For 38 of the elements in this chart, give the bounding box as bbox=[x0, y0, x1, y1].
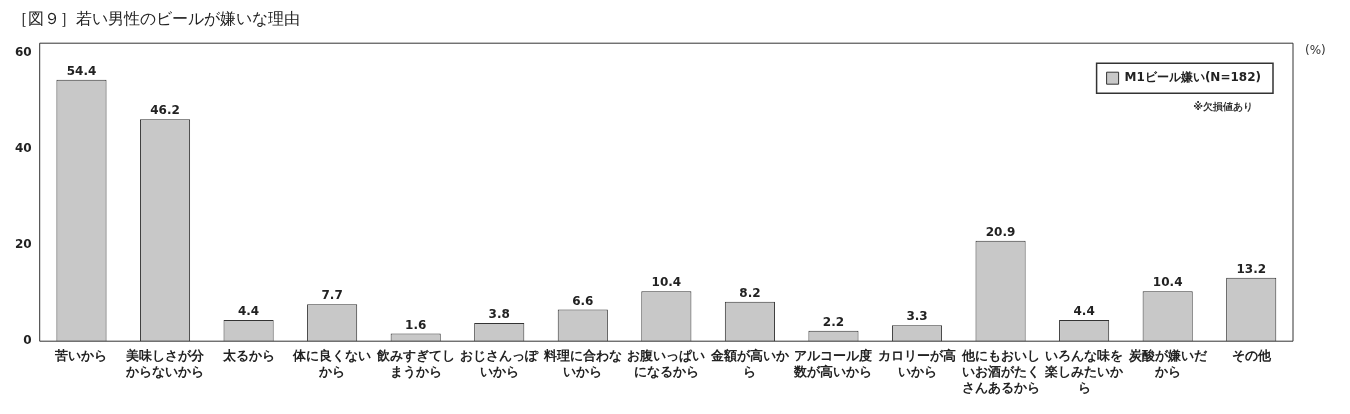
data-label: 54.4 bbox=[66, 63, 97, 78]
x-tick-label: 金額が高いから bbox=[709, 348, 790, 379]
x-tick-label: 太るから bbox=[221, 348, 275, 364]
x-tick-label: カロリーが高いから bbox=[878, 348, 957, 379]
y-tick-label: 40 bbox=[15, 141, 32, 156]
data-label: 4.4 bbox=[237, 304, 260, 319]
x-tick-label: 料理に合わないから bbox=[542, 348, 622, 379]
data-label: 7.7 bbox=[321, 288, 343, 303]
x-tick-label: 飲みすぎてしまうから bbox=[375, 348, 455, 379]
x-tick-label: いろんな味を楽しみたいから bbox=[1044, 348, 1125, 395]
y-tick-label: 0 bbox=[23, 333, 32, 348]
data-label: 10.4 bbox=[651, 275, 682, 290]
x-tick-label: お腹いっぱいになるから bbox=[627, 348, 706, 379]
x-tick-label: アルコール度数が高いから bbox=[793, 348, 873, 379]
x-tick-label: 体に良くないから bbox=[292, 348, 372, 379]
x-tick-label: 美味しさが分からないから bbox=[125, 348, 206, 379]
data-label: 2.2 bbox=[822, 314, 845, 329]
annotation: ※欠損値あり bbox=[1193, 100, 1253, 112]
chart-title: ［図９］若い男性のビールが嫌いな理由 bbox=[12, 8, 300, 28]
y-tick-label: 20 bbox=[15, 237, 32, 252]
data-label: 13.2 bbox=[1236, 261, 1267, 276]
data-label: 10.4 bbox=[1152, 275, 1183, 290]
data-label: 3.3 bbox=[906, 309, 928, 324]
x-tick-label: 他にもおいしいお酒がたくさんあるから bbox=[960, 348, 1040, 395]
data-label: 8.2 bbox=[739, 285, 761, 300]
legend-label: M1ビール嫌い(N=182) bbox=[1124, 70, 1261, 85]
x-tick-label: おじさんっぽいから bbox=[460, 348, 540, 379]
data-label: 20.9 bbox=[985, 224, 1016, 239]
data-label: 3.8 bbox=[488, 307, 510, 322]
data-label: 1.6 bbox=[405, 317, 427, 332]
data-label: 46.2 bbox=[150, 103, 180, 118]
data-label: 4.4 bbox=[1073, 304, 1095, 319]
data-label: 6.6 bbox=[572, 293, 594, 308]
x-tick-label: 炭酸が嫌いだから bbox=[1127, 348, 1208, 379]
x-tick-label: その他 bbox=[1231, 348, 1272, 364]
y-axis-title: (%) bbox=[1305, 43, 1326, 58]
x-tick-label: 苦いから bbox=[54, 348, 108, 364]
y-tick-label: 60 bbox=[15, 44, 32, 59]
